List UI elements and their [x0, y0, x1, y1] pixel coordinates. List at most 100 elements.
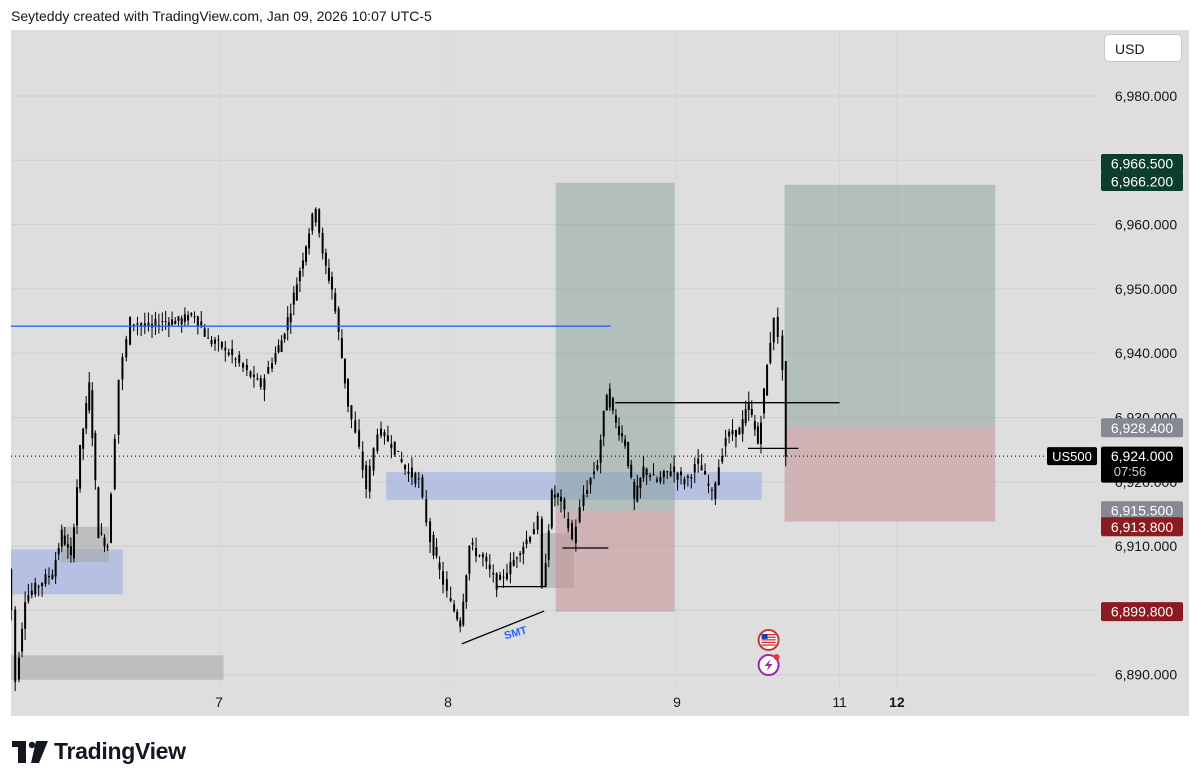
candle-body	[100, 532, 103, 535]
candle-body	[117, 379, 120, 435]
candle-body	[347, 378, 350, 407]
candle-body	[605, 395, 608, 411]
y-tick-label: 6,940.000	[1115, 345, 1177, 361]
candle-body	[621, 433, 624, 437]
price-label-text: 6,899.800	[1111, 604, 1173, 620]
candle-body	[435, 547, 438, 557]
flag-canton	[761, 633, 768, 639]
us-flag-event-icon[interactable]	[757, 628, 780, 651]
x-tick-label: 7	[215, 694, 223, 710]
candle-body	[54, 559, 57, 577]
candle-body	[645, 468, 648, 475]
candle-body	[512, 559, 515, 566]
tradingview-logo[interactable]: TradingView	[12, 738, 186, 765]
candle-body	[79, 444, 82, 489]
candle-body	[129, 317, 132, 345]
candle-body	[365, 465, 368, 490]
candle-body	[429, 521, 432, 543]
candle-body	[683, 479, 686, 485]
candle-body	[334, 292, 337, 312]
candle-body	[177, 316, 180, 321]
candle-body	[252, 374, 255, 377]
candle-body	[44, 574, 47, 585]
candle-body	[478, 555, 481, 557]
candle-body	[410, 467, 413, 478]
candle-body	[738, 427, 741, 435]
candle-body	[462, 601, 465, 625]
candle-body	[414, 473, 417, 484]
candle-body	[196, 316, 199, 326]
lightning-event-icon[interactable]	[757, 654, 780, 677]
candle-body	[327, 267, 330, 281]
candle-body	[324, 252, 327, 266]
candle-body	[190, 313, 193, 316]
candle-body	[245, 364, 248, 370]
chart-panel[interactable]: SMT 6,890.0006,900.0006,910.0006,920.000…	[11, 30, 1189, 716]
candle-body	[559, 496, 562, 502]
candle-body	[417, 478, 420, 480]
candle-body	[704, 470, 707, 475]
candle-body	[227, 352, 230, 355]
candle-body	[164, 321, 167, 323]
candle-body	[358, 429, 361, 447]
candle-body	[652, 474, 655, 476]
candle-body	[386, 435, 389, 442]
candle-body	[30, 590, 33, 596]
candle-body	[563, 499, 566, 510]
candle-body	[292, 292, 295, 305]
candle-body	[776, 316, 779, 338]
candle-body	[714, 483, 717, 500]
candle-body	[529, 537, 532, 542]
candle-body	[51, 574, 54, 579]
candle-body	[540, 518, 543, 588]
candle-body	[556, 493, 559, 497]
candle-body	[741, 419, 744, 434]
candle-body	[397, 450, 400, 452]
price-label-box	[1101, 501, 1183, 521]
candle-body	[432, 535, 435, 556]
candle-body	[608, 388, 611, 408]
candle-body	[710, 489, 713, 491]
candle-body	[47, 576, 50, 578]
candle-body	[721, 455, 724, 462]
candle-body	[27, 594, 30, 602]
candle-body	[372, 448, 375, 471]
attribution-header: Seyteddy created with TradingView.com, J…	[11, 8, 432, 24]
price-label-box	[1101, 172, 1183, 192]
candle-body	[249, 371, 252, 377]
candle-body	[592, 471, 595, 475]
candle-body	[734, 429, 737, 437]
price-label-text: 6,966.500	[1111, 156, 1173, 172]
candlestick-chart[interactable]: SMT 6,890.0006,900.0006,910.0006,920.000…	[11, 30, 1189, 716]
stop-zone	[555, 510, 675, 612]
grey-zone	[11, 655, 224, 680]
candle-body	[147, 322, 150, 327]
price-labels-layer: US500 6,966.500 6,966.200 6,928.400 6,915.50…	[757, 154, 1183, 677]
candle-body	[747, 402, 750, 411]
candle-body	[14, 609, 17, 683]
x-tick-label: 9	[673, 694, 681, 710]
flag-stripe	[761, 633, 776, 636]
candle-body	[690, 477, 693, 479]
candle-body	[295, 284, 298, 301]
candle-body	[289, 313, 292, 323]
candle-body	[717, 467, 720, 486]
demand-zone	[386, 472, 762, 500]
candle-body	[242, 363, 245, 368]
candle-body	[442, 571, 445, 585]
candle-body	[693, 464, 696, 473]
candle-body	[769, 342, 772, 363]
candle-body	[82, 428, 85, 449]
x-tick-label: 12	[889, 694, 905, 710]
candle-body	[404, 465, 407, 470]
currency-button[interactable]: USD	[1104, 34, 1182, 62]
candle-body	[532, 529, 535, 535]
candle-body	[642, 466, 645, 478]
countdown-text: 07:56	[1114, 464, 1147, 479]
candle-body	[485, 556, 488, 562]
axes-layer: 6,890.0006,900.0006,910.0006,920.0006,93…	[215, 88, 1177, 710]
drawings-layer: SMT	[11, 325, 1096, 645]
candle-body	[456, 611, 459, 620]
candle-body	[97, 487, 100, 538]
candle-body	[383, 432, 386, 437]
